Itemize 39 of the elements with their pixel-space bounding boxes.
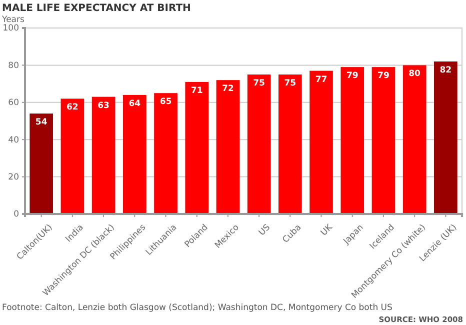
data-label: 63 [98,100,110,111]
data-label: 79 [378,71,390,82]
data-label: 64 [128,98,141,109]
bar [122,94,146,214]
bar [340,67,364,214]
bar [310,70,333,214]
text: Footnote: Calton, Lenzie both Glasgow (Scotland); Washington DC, Montgomery Co both US [2,303,392,313]
bar [402,65,426,214]
bar [185,82,209,214]
x-tick-label: US [257,222,272,238]
data-label: 80 [408,69,421,80]
data-label: 62 [66,102,78,113]
data-label: 75 [253,78,266,88]
bar [278,74,302,214]
bar [60,98,84,214]
data-label: 65 [160,97,172,108]
data-label: 54 [35,118,48,128]
bar [30,114,53,214]
data-label: 75 [284,78,296,88]
x-tick-label: UK [319,222,335,238]
bar [154,93,178,214]
bar [372,67,396,214]
data-label: 77 [315,74,328,85]
y-tick-label: 0 [14,210,19,220]
data-label: 82 [440,65,452,76]
y-axis-title: Years [1,15,25,25]
chart-title: MALE LIFE EXPECTANCY AT BIRTH [2,3,191,14]
y-tick-label: 20 [8,172,19,183]
data-label: 79 [346,71,358,82]
y-tick-label: 80 [8,60,19,71]
y-tick-label: 100 [2,24,19,34]
bar [434,61,458,214]
bar [247,74,271,214]
bar [216,80,240,214]
y-tick-label: 60 [8,98,19,108]
data-label: 71 [190,86,203,96]
bar [92,96,116,214]
y-tick-label: 40 [8,135,19,146]
data-label: 72 [222,84,234,94]
